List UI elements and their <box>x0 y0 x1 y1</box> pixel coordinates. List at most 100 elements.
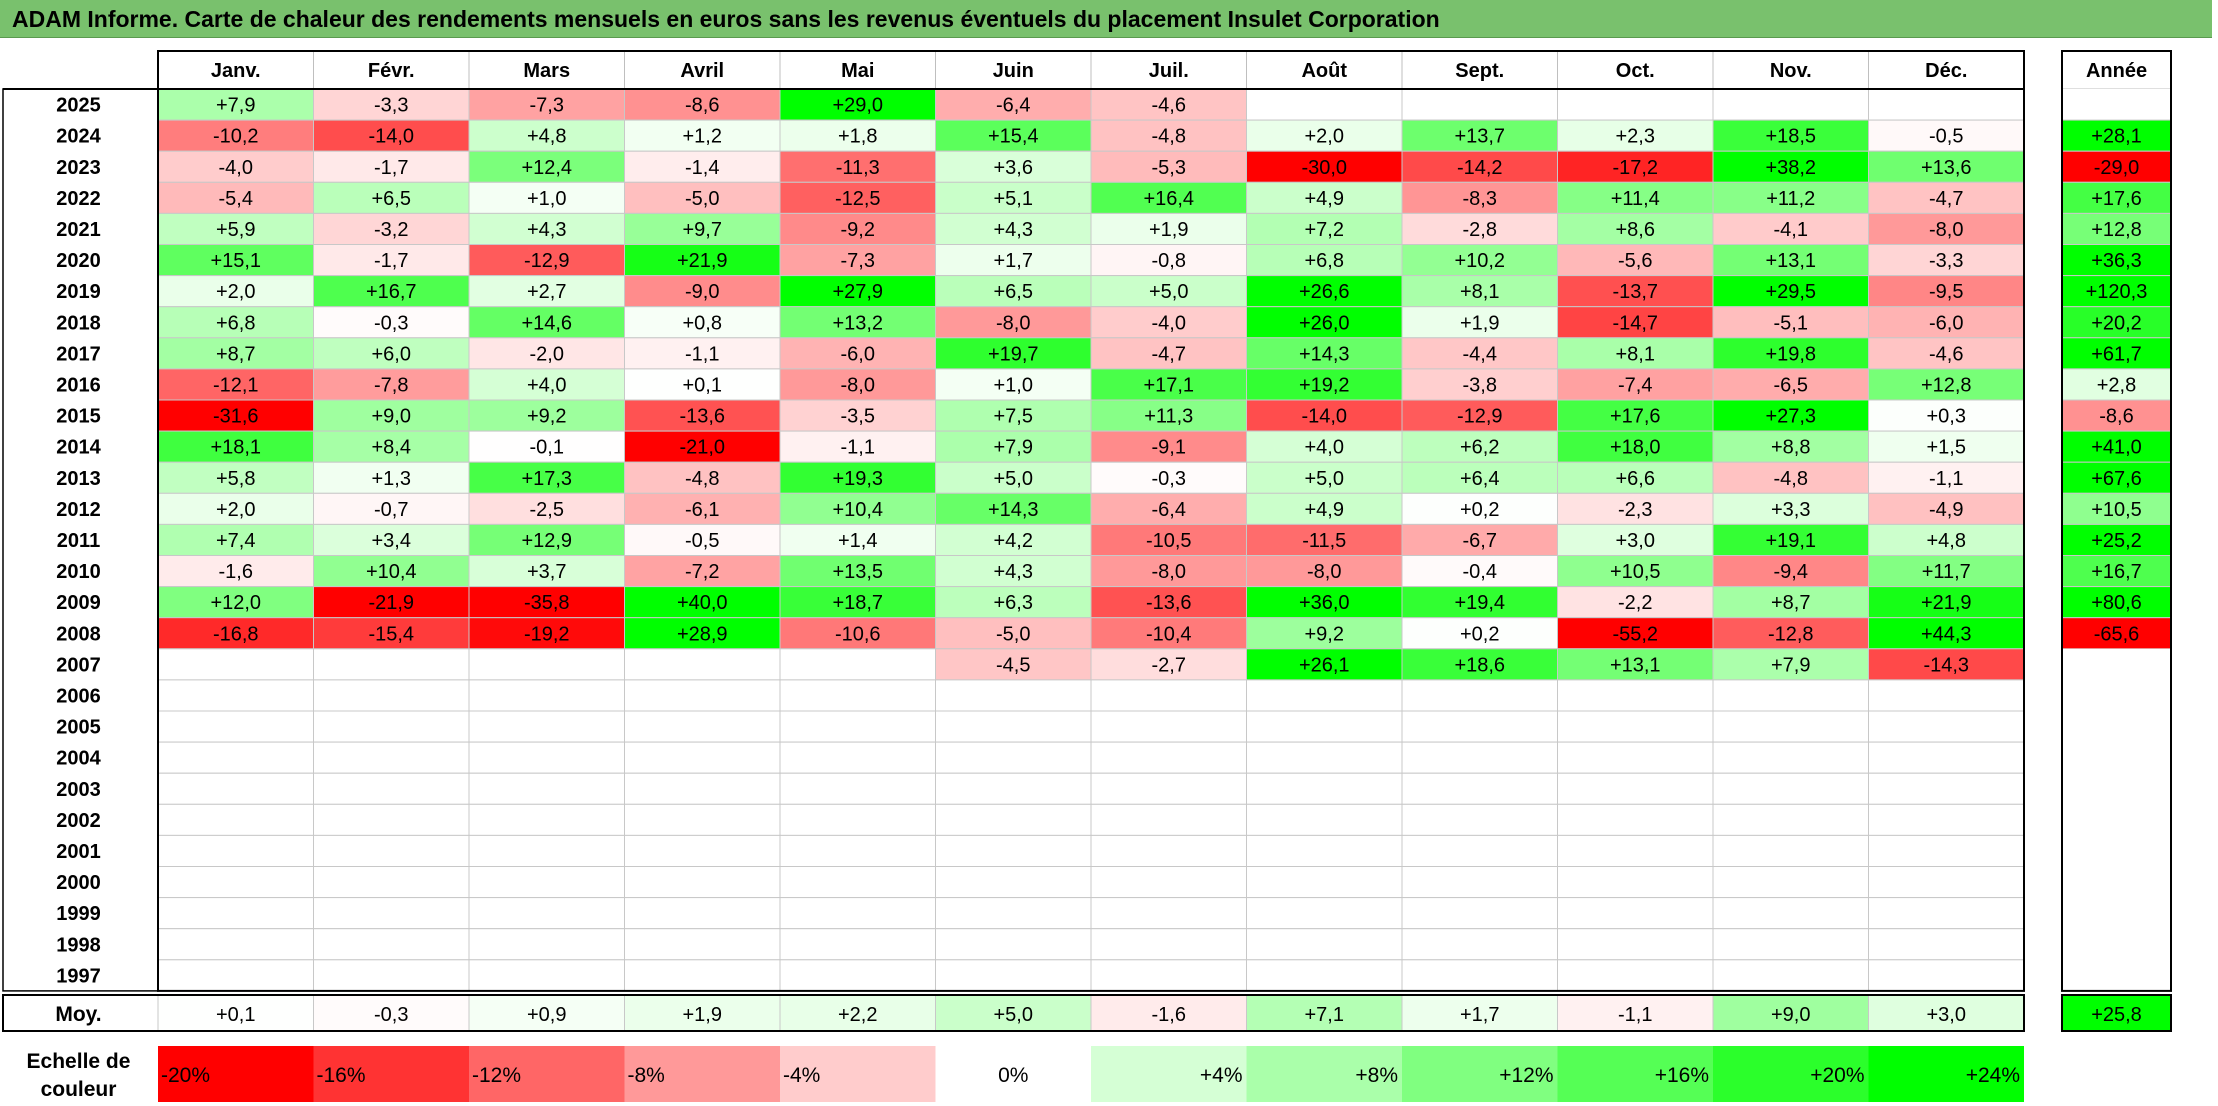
heat-cell <box>779 306 936 339</box>
cell-value: +8,7 <box>1771 592 1810 614</box>
heat-cell <box>468 275 625 308</box>
header-cell <box>1557 50 1714 90</box>
annual-cell <box>2062 804 2171 836</box>
heat-cell <box>624 181 781 214</box>
cell-value: +15,1 <box>210 250 261 272</box>
heat-cell <box>1090 741 1247 774</box>
header-cell <box>935 50 1092 90</box>
cell-value: +7,9 <box>1771 654 1810 676</box>
heat-cell <box>313 928 470 961</box>
year-label: 2023 <box>56 157 101 179</box>
cell-value: -2,8 <box>1463 219 1497 241</box>
heat-cell <box>624 866 781 899</box>
cell-value: -3,3 <box>374 95 408 117</box>
month-header: Nov. <box>1770 60 1812 82</box>
heat-cell <box>1557 368 1714 401</box>
cell-value: +5,8 <box>216 468 255 490</box>
cell-value: -55,2 <box>1612 623 1658 645</box>
annual-cell <box>2062 648 2171 680</box>
heat-cell <box>935 834 1092 868</box>
cell-value: +27,9 <box>832 281 883 303</box>
cell-value: +4,0 <box>527 374 566 396</box>
cell-value: +18,6 <box>1454 654 1505 676</box>
scale-swatch <box>935 1046 1091 1102</box>
scale-swatch <box>1091 1046 1247 1102</box>
heat-cell <box>1090 617 1247 650</box>
heat-cell <box>779 803 936 836</box>
cell-value: +4,3 <box>994 561 1033 583</box>
cell-value: +13,1 <box>1610 654 1661 676</box>
cell-value: +10,2 <box>1454 250 1505 272</box>
cell-value: -17,2 <box>1612 157 1658 179</box>
heat-cell <box>1401 803 1558 836</box>
annual-cell <box>2062 835 2171 867</box>
heat-cell <box>1401 897 1558 930</box>
heat-cell <box>157 648 314 681</box>
heat-cell <box>1401 617 1558 650</box>
cell-value: +1,3 <box>372 468 411 490</box>
heat-cell <box>624 275 781 308</box>
cell-value: +6,4 <box>1460 468 1499 490</box>
heat-cell <box>1246 803 1403 836</box>
heat-cell <box>1090 212 1247 245</box>
cell-value: +26,1 <box>1299 654 1350 676</box>
heat-cell <box>1868 555 2025 588</box>
cell-value: -8,6 <box>685 95 719 117</box>
cell-value: -0,3 <box>374 312 408 334</box>
cell-value: -8,0 <box>841 374 875 396</box>
cell-value: +19,4 <box>1454 592 1505 614</box>
heat-cell <box>1090 897 1247 930</box>
heat-cell <box>1712 928 1869 961</box>
cell-value: -1,1 <box>685 343 719 365</box>
heat-cell <box>313 586 470 619</box>
annual-cell <box>2061 399 2172 432</box>
average-label: Moy. <box>55 1003 101 1026</box>
cell-value: +8,1 <box>1616 343 1655 365</box>
heat-cell <box>779 461 936 494</box>
cell-value: -4,6 <box>1152 95 1186 117</box>
heat-cell <box>1712 555 1869 588</box>
cell-value: -7,3 <box>530 95 564 117</box>
cell-value: -4,1 <box>1774 219 1808 241</box>
cell-value: -12,5 <box>835 188 881 210</box>
cell-value: -4,5 <box>996 654 1030 676</box>
cell-value: -0,1 <box>530 437 564 459</box>
cell-value: -0,5 <box>685 530 719 552</box>
heat-cell <box>624 928 781 961</box>
heat-cell <box>468 492 625 525</box>
heat-cell <box>1246 617 1403 650</box>
year-label: 2020 <box>56 250 101 272</box>
heat-cell <box>1712 399 1869 432</box>
heat-cell <box>1246 399 1403 432</box>
cell-value: -12,9 <box>524 250 570 272</box>
heat-cell <box>1712 772 1869 805</box>
heat-cell <box>935 88 1092 121</box>
cell-value: +0,8 <box>683 312 722 334</box>
heat-cell <box>468 803 625 836</box>
cell-value: +3,0 <box>1616 530 1655 552</box>
cell-value: +17,1 <box>1143 374 1194 396</box>
cell-value: +4,8 <box>527 126 566 148</box>
heat-cell <box>624 555 781 588</box>
annual-value: +20,2 <box>2091 312 2142 334</box>
heat-cell <box>779 866 936 899</box>
heat-cell <box>1246 212 1403 245</box>
heat-cell <box>468 959 625 992</box>
heat-cell <box>157 803 314 836</box>
heat-cell <box>1090 88 1247 121</box>
heat-cell <box>1712 741 1869 774</box>
heat-cell <box>313 648 470 681</box>
cell-value: -2,5 <box>530 499 564 521</box>
cell-value: +2,3 <box>1616 126 1655 148</box>
cell-value: +18,1 <box>210 437 261 459</box>
cell-value: -12,9 <box>1457 406 1503 428</box>
heat-cell <box>935 150 1092 183</box>
month-header: Janv. <box>211 60 261 82</box>
cell-value: -31,6 <box>213 406 259 428</box>
heat-cell <box>1246 555 1403 588</box>
scale-tick-label: +24% <box>1966 1064 2020 1087</box>
heat-cell <box>1712 368 1869 401</box>
heat-cell <box>1246 928 1403 961</box>
heat-cell <box>468 741 625 774</box>
cell-value: +8,4 <box>372 437 411 459</box>
